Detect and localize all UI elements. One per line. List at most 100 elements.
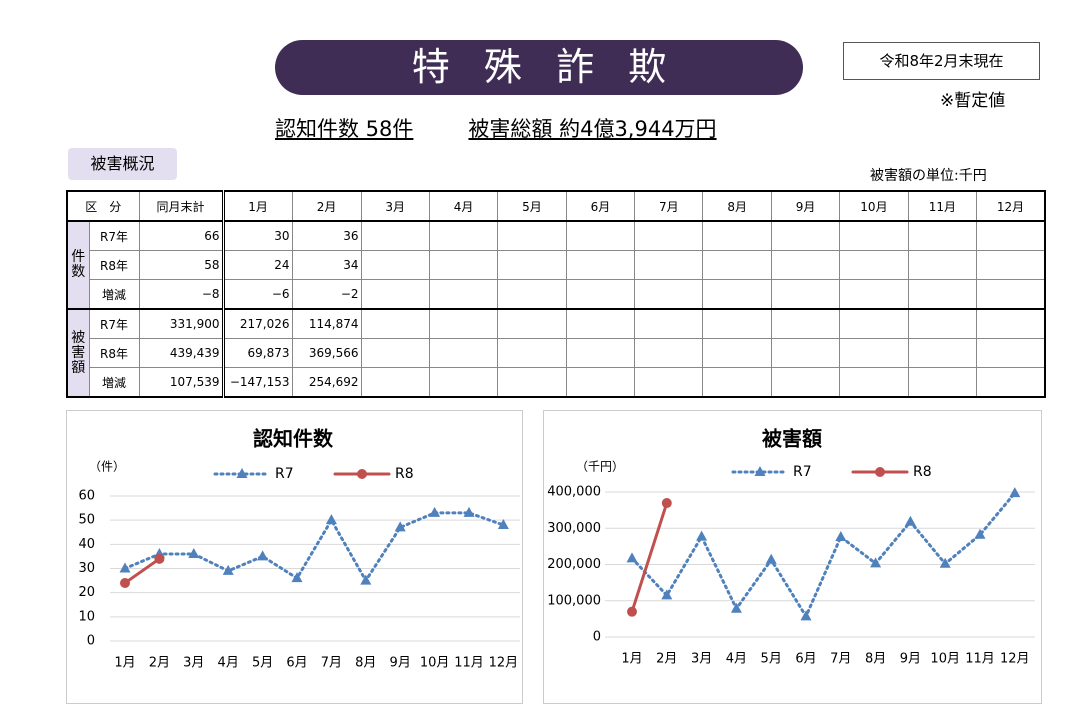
header-cell: 4月 — [428, 190, 499, 222]
point — [870, 557, 882, 568]
point — [904, 515, 916, 526]
title: 特殊詐欺 — [275, 40, 803, 95]
cell: 34 — [291, 250, 362, 280]
cell — [907, 338, 978, 368]
cell — [497, 338, 567, 368]
point — [394, 521, 406, 532]
point — [765, 553, 777, 564]
chart-title: 認知件数 — [253, 427, 334, 451]
legend-marker — [754, 466, 766, 476]
legend-label: R7 — [275, 466, 294, 482]
cell: 369,566 — [291, 338, 362, 368]
point — [188, 548, 200, 558]
point — [974, 528, 986, 539]
summary-count: 認知件数 58件 — [275, 117, 414, 141]
header-row: 区 分同月末計 1月 2月 3月 4月 5月 6月 7月 8月 9月 10月 11月 12月 — [66, 190, 1046, 222]
chart-title: 被害額 — [762, 427, 822, 451]
cell — [360, 250, 430, 280]
note: ※暫定値 — [940, 91, 1006, 111]
cell — [839, 367, 909, 398]
row-label: 増減 — [88, 367, 140, 398]
y-tick-label: 20 — [78, 585, 95, 600]
cell — [497, 367, 567, 398]
cell — [770, 367, 841, 398]
header-cell: 10月 — [839, 190, 909, 222]
cell: 439,439 — [138, 338, 225, 368]
x-tick-label: 3月 — [183, 656, 204, 671]
cell — [702, 367, 772, 398]
header-cell: 2月 — [291, 190, 362, 222]
cell — [360, 338, 430, 368]
point — [730, 602, 742, 613]
chart-panel — [543, 410, 1042, 704]
cell — [702, 250, 772, 280]
header-cell: 同月末計 — [138, 190, 225, 222]
y-tick-label: 400,000 — [547, 485, 601, 500]
row: R8年 439,439 69,873 369,566 — [67, 338, 1046, 368]
cell — [907, 308, 978, 339]
header-cell: 11月 — [907, 190, 978, 222]
x-tick-label: 2月 — [149, 656, 170, 671]
point — [661, 498, 672, 509]
point — [429, 506, 441, 517]
y-tick-label: 50 — [78, 513, 95, 528]
cell — [976, 279, 1046, 310]
x-tick-label: 4月 — [726, 652, 747, 667]
x-tick-label: 11月 — [965, 652, 995, 667]
chart-panel — [66, 410, 523, 704]
y-tick-label: 30 — [78, 561, 95, 576]
row-label: R7年 — [88, 220, 140, 251]
x-tick-label: 9月 — [390, 656, 411, 671]
y-tick-label: 0 — [87, 634, 95, 649]
cell — [702, 279, 772, 310]
x-tick-label: 6月 — [795, 652, 816, 667]
y-tick-label: 0 — [593, 630, 601, 645]
header-cell: 9月 — [770, 190, 841, 222]
cell — [565, 367, 636, 398]
cell — [702, 308, 772, 339]
cell — [976, 250, 1046, 280]
point — [119, 562, 131, 573]
cell: 24 — [222, 250, 293, 280]
row: 被害額 R7年 331,900 217,026 114,874 — [66, 308, 1046, 398]
x-tick-label: 4月 — [218, 656, 239, 671]
group-label: 件数 — [66, 220, 90, 310]
legend-marker — [236, 468, 248, 478]
header-cell: 8月 — [702, 190, 772, 222]
cell — [907, 367, 978, 398]
cell — [907, 250, 978, 280]
cell: −8 — [138, 279, 225, 310]
unit-note: 被害額の単位:千円 — [870, 168, 987, 184]
row: 増減 107,539 −147,153 254,692 — [67, 367, 1046, 398]
row: 増減 −8 −6 −2 — [67, 279, 1046, 310]
cell: 66 — [138, 220, 225, 251]
point — [497, 519, 509, 529]
header-cell: 3月 — [360, 190, 430, 222]
axis-unit: （千円） — [576, 460, 624, 474]
legend-label: R8 — [395, 466, 414, 482]
axis-unit: （件） — [89, 460, 125, 474]
cell — [839, 338, 909, 368]
legend-label: R7 — [793, 464, 812, 480]
x-tick-label: 8月 — [355, 656, 376, 671]
cell — [360, 367, 430, 398]
group-label: 被害額 — [66, 308, 90, 398]
header-cell: 12月 — [976, 190, 1046, 222]
header-cell: 1月 — [222, 190, 293, 222]
row-label: R8年 — [88, 250, 140, 280]
x-tick-label: 7月 — [830, 652, 851, 667]
cell: 30 — [222, 220, 293, 251]
x-tick-label: 7月 — [321, 656, 342, 671]
cell: 331,900 — [138, 308, 225, 339]
x-tick-label: 8月 — [865, 652, 886, 667]
x-tick-label: 1月 — [621, 652, 642, 667]
legend-marker — [875, 467, 885, 477]
cell — [907, 220, 978, 251]
x-tick-label: 3月 — [691, 652, 712, 667]
point — [661, 589, 673, 600]
x-tick-label: 6月 — [286, 656, 307, 671]
cell: 107,539 — [138, 367, 225, 398]
x-tick-label: 5月 — [761, 652, 782, 667]
